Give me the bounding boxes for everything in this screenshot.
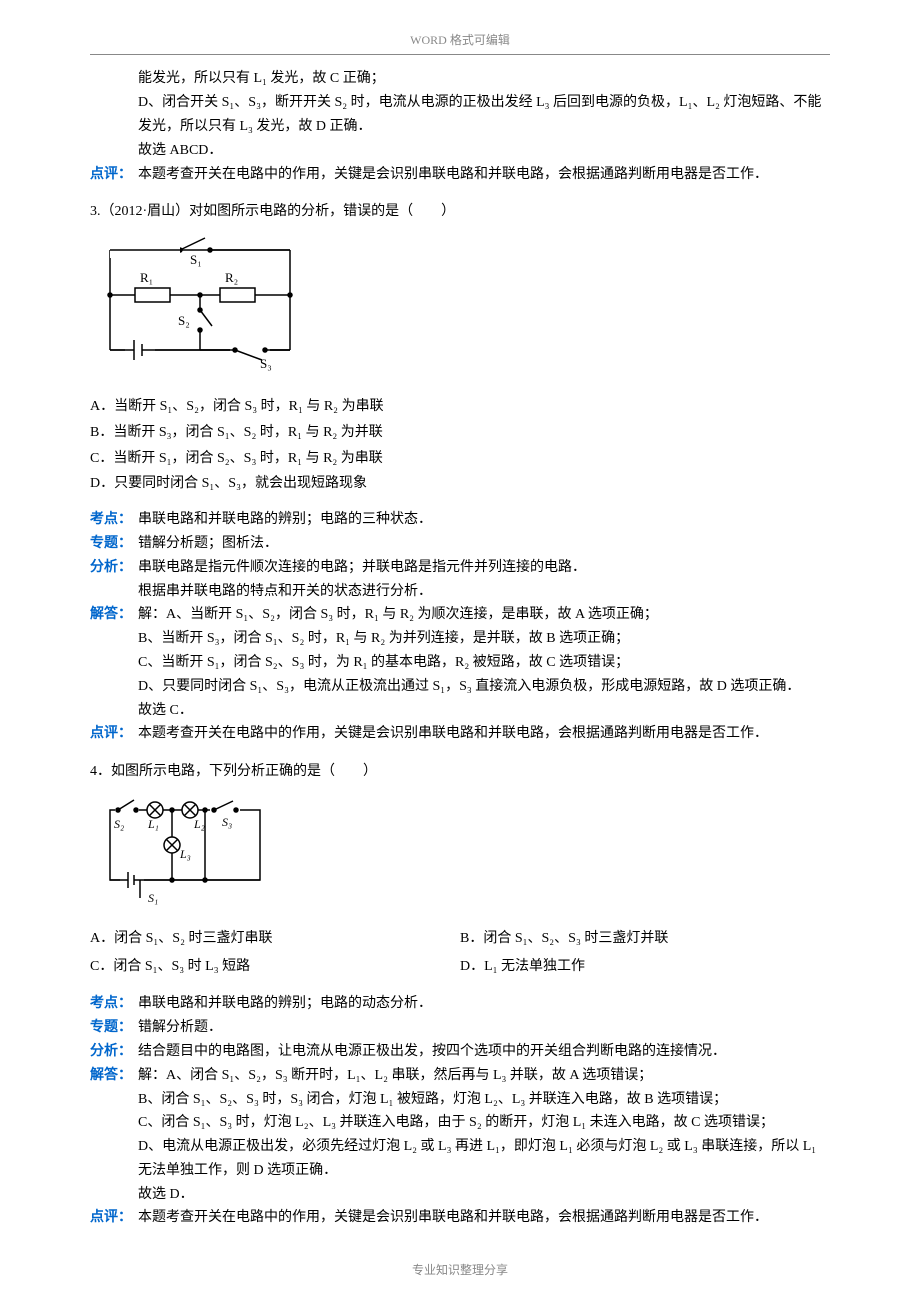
q4-jieda-line: C、闭合 S₁、S₃ 时，灯泡 L₂、L₃ 并联连入电路，由于 S₂ 的断开，灯… xyxy=(138,1111,830,1135)
page-header: WORD 格式可编辑 xyxy=(90,30,830,55)
q4-dianping-text: 本题考查开关在电路中的作用，关键是会识别串联电路和并联电路，会根据通路判断用电器… xyxy=(138,1206,830,1230)
section-label-zhuanti: 专题： xyxy=(90,536,132,551)
section-label-kaodian: 考点： xyxy=(90,512,132,527)
diagram-label-s3: S₃ xyxy=(260,356,272,371)
prev-solution-line: 故选 ABCD． xyxy=(90,139,830,163)
section-label-jieda: 解答： xyxy=(90,1068,132,1083)
q3-kaodian-text: 串联电路和并联电路的辨别；电路的三种状态． xyxy=(138,508,830,532)
q4-zhuanti-row: 专题： 错解分析题． xyxy=(90,1016,830,1040)
q4-jieda-line: 故选 D． xyxy=(138,1183,830,1207)
spacer xyxy=(90,746,830,752)
q3-opt-d: D．只要同时闭合 S₁、S₃，就会出现短路现象 xyxy=(90,472,830,496)
q4-stem: 4．如图所示电路，下列分析正确的是（ ） xyxy=(90,760,830,784)
section-label-zhuanti: 专题： xyxy=(90,1020,132,1035)
q4-jieda-line: D、电流从电源正极出发，必须先经过灯泡 L₂ 或 L₃ 再进 L₁，即灯泡 L₁… xyxy=(138,1135,830,1183)
q3-opt-c: C．当断开 S₁，闭合 S₂、S₃ 时，R₁ 与 R₂ 为串联 xyxy=(90,447,830,471)
q4-fenxi-row: 分析： 结合题目中的电路图，让电流从电源正极出发，按四个选项中的开关组合判断电路… xyxy=(90,1040,830,1064)
diagram-label-l3: L₃ xyxy=(179,847,191,861)
q3-jieda-line: 故选 C． xyxy=(138,699,830,723)
prev-solution-line: D、闭合开关 S₁、S₃，断开开关 S₂ 时，电流从电源的正极出发经 L₃ 后回… xyxy=(90,91,830,139)
diagram-label-s1: S₁ xyxy=(148,891,158,905)
page-footer: 专业知识整理分享 xyxy=(90,1260,830,1280)
q3-stem: 3.（2012·眉山）对如图所示电路的分析，错误的是（ ） xyxy=(90,200,830,224)
section-label-dianping: 点评： xyxy=(90,167,132,182)
q4-dianping-row: 点评： 本题考查开关在电路中的作用，关键是会识别串联电路和并联电路，会根据通路判… xyxy=(90,1206,830,1230)
q4-jieda-line: 解：A、闭合 S₁、S₂，S₃ 断开时，L₁、L₂ 串联，然后再与 L₃ 并联，… xyxy=(138,1064,830,1088)
q3-fenxi-line: 根据串并联电路的特点和开关的状态进行分析． xyxy=(138,580,830,604)
spacer xyxy=(90,186,830,192)
diagram-label-s2: S₂ xyxy=(114,817,124,831)
section-label-fenxi: 分析： xyxy=(90,1044,132,1059)
q3-kaodian-row: 考点： 串联电路和并联电路的辨别；电路的三种状态． xyxy=(90,508,830,532)
q3-opt-a: A．当断开 S₁、S₂，闭合 S₃ 时，R₁ 与 R₂ 为串联 xyxy=(90,395,830,419)
diagram-label-r1: R₁ xyxy=(140,270,153,285)
q3-fenxi-line: 串联电路是指元件顺次连接的电路；并联电路是指元件并列连接的电路． xyxy=(138,556,830,580)
prev-solution-line: 能发光，所以只有 L₁ 发光，故 C 正确； xyxy=(90,67,830,91)
q3-zhuanti-row: 专题： 错解分析题；图析法． xyxy=(90,532,830,556)
diagram-label-r2: R₂ xyxy=(225,270,238,285)
q4-fenxi-text: 结合题目中的电路图，让电流从电源正极出发，按四个选项中的开关组合判断电路的连接情… xyxy=(138,1040,830,1064)
diagram-label-s3: S₃ xyxy=(222,815,232,829)
q4-opt-c: C．闭合 S₁、S₃ 时 L₃ 短路 xyxy=(90,955,460,979)
q3-dianping-row: 点评： 本题考查开关在电路中的作用，关键是会识别串联电路和并联电路，会根据通路判… xyxy=(90,722,830,746)
q3-circuit-diagram: S₁ R₁ R₂ S₂ S₃ xyxy=(90,230,830,389)
diagram-label-l1: L₁ xyxy=(147,817,159,831)
q4-kaodian-text: 串联电路和并联电路的辨别；电路的动态分析． xyxy=(138,992,830,1016)
prev-dianping-text: 本题考查开关在电路中的作用，关键是会识别串联电路和并联电路，会根据通路判断用电器… xyxy=(138,163,830,187)
section-label-dianping: 点评： xyxy=(90,726,132,741)
prev-dianping-row: 点评： 本题考查开关在电路中的作用，关键是会识别串联电路和并联电路，会根据通路判… xyxy=(90,163,830,187)
q3-fenxi-row: 分析： 串联电路是指元件顺次连接的电路；并联电路是指元件并列连接的电路． 根据串… xyxy=(90,556,830,604)
q3-jieda-line: 解：A、当断开 S₁、S₂，闭合 S₃ 时，R₁ 与 R₂ 为顺次连接，是串联，… xyxy=(138,603,830,627)
q3-jieda-line: B、当断开 S₃，闭合 S₁、S₂ 时，R₁ 与 R₂ 为并列连接，是并联，故 … xyxy=(138,627,830,651)
q4-options: A．闭合 S₁、S₂ 时三盏灯串联 B．闭合 S₁、S₂、S₃ 时三盏灯并联 C… xyxy=(90,925,830,981)
section-label-dianping: 点评： xyxy=(90,1210,132,1225)
q4-opt-d: D．L₁ 无法单独工作 xyxy=(460,955,830,979)
q3-jieda-line: C、当断开 S₁，闭合 S₂、S₃ 时，为 R₁ 的基本电路，R₂ 被短路，故 … xyxy=(138,651,830,675)
q3-opt-b: B．当断开 S₃，闭合 S₁、S₂ 时，R₁ 与 R₂ 为并联 xyxy=(90,421,830,445)
q4-opt-a: A．闭合 S₁、S₂ 时三盏灯串联 xyxy=(90,927,460,951)
diagram-label-s2: S₂ xyxy=(178,313,190,328)
q3-jieda-row: 解答： 解：A、当断开 S₁、S₂，闭合 S₃ 时，R₁ 与 R₂ 为顺次连接，… xyxy=(90,603,830,722)
q3-options: A．当断开 S₁、S₂，闭合 S₃ 时，R₁ 与 R₂ 为串联 B．当断开 S₃… xyxy=(90,395,830,496)
q4-circuit-diagram: S₂ L₁ L₂ S₃ L₃ S₁ xyxy=(90,790,830,919)
diagram-label-s1: S₁ xyxy=(190,252,202,267)
q3-jieda-line: D、只要同时闭合 S₁、S₃，电流从正极流出通过 S₁，S₃ 直接流入电源负极，… xyxy=(138,675,830,699)
section-label-fenxi: 分析： xyxy=(90,560,132,575)
section-label-jieda: 解答： xyxy=(90,607,132,622)
q4-jieda-row: 解答： 解：A、闭合 S₁、S₂，S₃ 断开时，L₁、L₂ 串联，然后再与 L₃… xyxy=(90,1064,830,1207)
q4-jieda-line: B、闭合 S₁、S₂、S₃ 时，S₃ 闭合，灯泡 L₁ 被短路，灯泡 L₂、L₃… xyxy=(138,1088,830,1112)
q4-opt-b: B．闭合 S₁、S₂、S₃ 时三盏灯并联 xyxy=(460,927,830,951)
q4-kaodian-row: 考点： 串联电路和并联电路的辨别；电路的动态分析． xyxy=(90,992,830,1016)
q3-dianping-text: 本题考查开关在电路中的作用，关键是会识别串联电路和并联电路，会根据通路判断用电器… xyxy=(138,722,830,746)
diagram-label-l2: L₂ xyxy=(193,817,205,831)
q4-zhuanti-text: 错解分析题． xyxy=(138,1016,830,1040)
q3-zhuanti-text: 错解分析题；图析法． xyxy=(138,532,830,556)
section-label-kaodian: 考点： xyxy=(90,996,132,1011)
